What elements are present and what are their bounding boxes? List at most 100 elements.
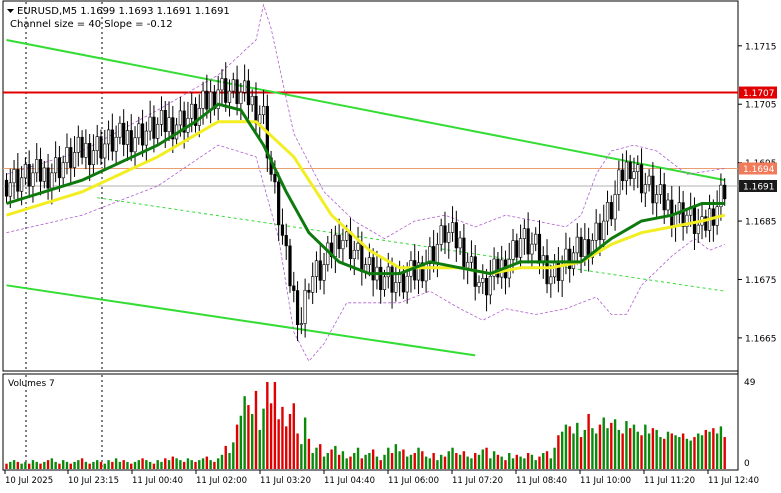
volume-bar (598, 424, 602, 469)
candle-body (337, 234, 341, 250)
candle-body (345, 231, 349, 241)
bollinger-upper-band (6, 3, 725, 240)
level-price-tag: 1.1694 (743, 165, 775, 175)
candle-body (447, 232, 451, 243)
volume-bar (243, 396, 246, 469)
volume-bar (262, 408, 265, 469)
candle-body (140, 123, 145, 146)
volume-bar (356, 447, 360, 469)
candle-body (594, 222, 598, 241)
volume-bar (455, 453, 458, 469)
volume-bar (474, 453, 477, 469)
candle-body (156, 124, 160, 139)
volume-bar (345, 458, 348, 469)
volume-bar (141, 458, 144, 469)
candle-body (205, 90, 209, 110)
volume-bar (462, 451, 466, 469)
volume-bar (492, 451, 496, 469)
volume-bar (315, 447, 318, 469)
time-tick-label: 11 Jul 07:20 (452, 476, 503, 486)
volume-bar (92, 461, 95, 469)
volume-bar (216, 458, 220, 469)
volume-bar (451, 447, 454, 469)
volume-bar (538, 456, 541, 469)
candle-body (65, 147, 69, 163)
candle-body (239, 91, 243, 104)
candle-body (518, 238, 523, 258)
candle-body (261, 105, 266, 116)
candle-body (182, 110, 186, 133)
candle-body (428, 246, 432, 264)
volume-bar (663, 438, 666, 469)
volume-bar (564, 424, 568, 469)
volume-bar (712, 428, 715, 469)
candle-body (231, 79, 235, 92)
candle-body (303, 289, 307, 324)
candle-body (390, 266, 394, 293)
candle-body (466, 261, 470, 269)
candle-body (681, 202, 685, 227)
candle-body (360, 242, 364, 272)
candle-body (12, 169, 16, 184)
candle-body (227, 90, 232, 103)
time-tick-label: 11 Jul 08:40 (516, 476, 567, 486)
time-tick-label: 10 Jul 23:15 (68, 476, 119, 486)
volume-bar (681, 433, 685, 469)
candle-body (216, 89, 220, 109)
volume-bar (341, 451, 345, 469)
volume-bar (201, 458, 205, 469)
volume-bar (511, 458, 515, 469)
volume-bar (519, 456, 522, 469)
volume-bar (247, 405, 250, 469)
volume-bar (515, 454, 518, 469)
volume-bar (12, 460, 16, 469)
volume-bar (303, 417, 307, 469)
volume-bar (466, 456, 469, 469)
candle-body (57, 157, 62, 179)
volume-bar (103, 463, 106, 469)
candle-body (575, 236, 579, 254)
candle-body (201, 90, 205, 109)
volume-bar (319, 444, 322, 469)
candle-body (35, 159, 39, 174)
candle-body (243, 80, 247, 93)
volume-bar (685, 438, 689, 469)
volume-bar (640, 435, 643, 469)
volume-bar (152, 463, 156, 469)
volume-bar (349, 456, 352, 469)
candle-body (46, 167, 50, 189)
candle-body (318, 260, 322, 281)
volume-bar (402, 449, 405, 469)
volume-bar (130, 463, 133, 469)
candle-body (511, 240, 515, 260)
candle-body (692, 206, 697, 234)
volume-bar (719, 426, 723, 469)
volume-bar (421, 451, 424, 469)
dropdown-arrow-icon[interactable] (7, 9, 14, 13)
volume-bar (625, 421, 628, 469)
volume-bar (182, 461, 186, 469)
candle-body (144, 130, 148, 146)
volume-bar (126, 461, 129, 469)
volume-bar (330, 449, 333, 469)
volume-bar (424, 456, 428, 469)
candle-body (658, 184, 663, 195)
volume-bar (122, 460, 125, 469)
volume-bar (432, 453, 435, 469)
candle-body (386, 266, 390, 278)
volume-bar (334, 445, 337, 469)
candle-body (152, 116, 156, 139)
candle-body (23, 164, 28, 179)
channel-upper-line (6, 38, 725, 182)
volume-bar (186, 458, 190, 469)
candle-body (371, 257, 375, 281)
volume-bar (288, 413, 292, 469)
time-tick-label: 11 Jul 02:00 (196, 476, 247, 486)
volume-bar (481, 449, 484, 469)
candle-body (288, 245, 292, 287)
candle-body (628, 161, 632, 179)
volume-bar (632, 424, 636, 469)
price-tick-label: 1.1675 (745, 276, 777, 286)
candle-body (469, 256, 474, 263)
